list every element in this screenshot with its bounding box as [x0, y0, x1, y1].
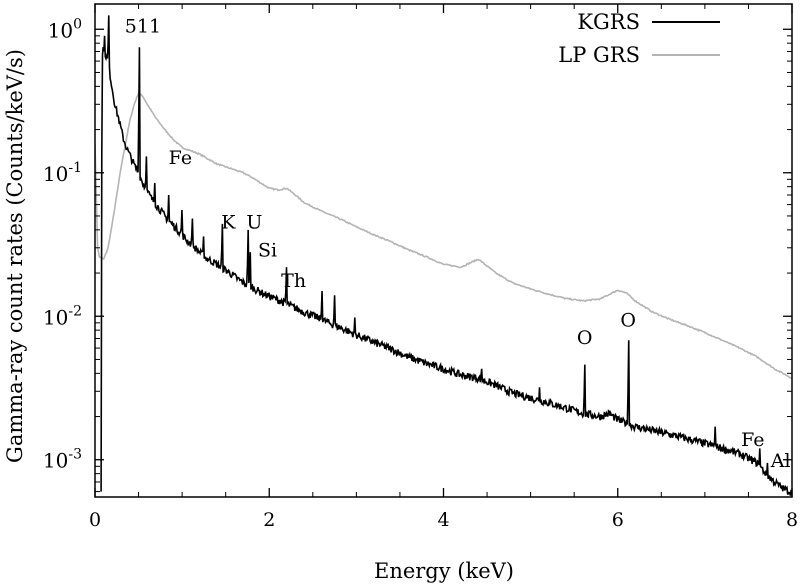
plot-layer: [95, 15, 792, 496]
peak-label-si: Si: [258, 240, 277, 262]
y-axis-label: Gamma-ray count rates (Counts/keV/s): [3, 49, 27, 463]
peak-label-511: 511: [125, 15, 161, 37]
peak-label-u: U: [246, 211, 262, 233]
y-tick-label: 10-2: [43, 303, 82, 329]
x-axis-label: Energy (keV): [374, 559, 514, 583]
tick-layer: 0 2 4 6 8 10-3 10-2 10-1 100: [43, 4, 798, 531]
series-line-kgrs: [100, 15, 792, 496]
peak-label-fe: Fe: [169, 147, 192, 169]
x-tick-label: 4: [437, 509, 449, 531]
peak-label-th: Th: [281, 270, 306, 292]
peak-label-al: Al: [770, 450, 791, 472]
x-tick-label: 6: [612, 509, 624, 531]
peak-label-fe: Fe: [741, 429, 764, 451]
y-tick-label: 10-3: [43, 447, 82, 473]
y-tick-label: 10-1: [43, 160, 82, 186]
peak-label-k: K: [221, 211, 236, 233]
peak-label-o: O: [577, 327, 593, 349]
y-tick-label: 100: [48, 16, 82, 42]
peak-label-o: O: [620, 309, 636, 331]
legend-label-lp-grs: LP GRS: [558, 43, 640, 67]
legend: KGRS LP GRS: [558, 10, 720, 67]
legend-label-kgrs: KGRS: [577, 10, 640, 34]
series-line-lp-grs: [95, 91, 792, 379]
x-tick-label: 0: [89, 509, 101, 531]
x-tick-label: 8: [786, 509, 798, 531]
x-tick-label: 2: [263, 509, 275, 531]
